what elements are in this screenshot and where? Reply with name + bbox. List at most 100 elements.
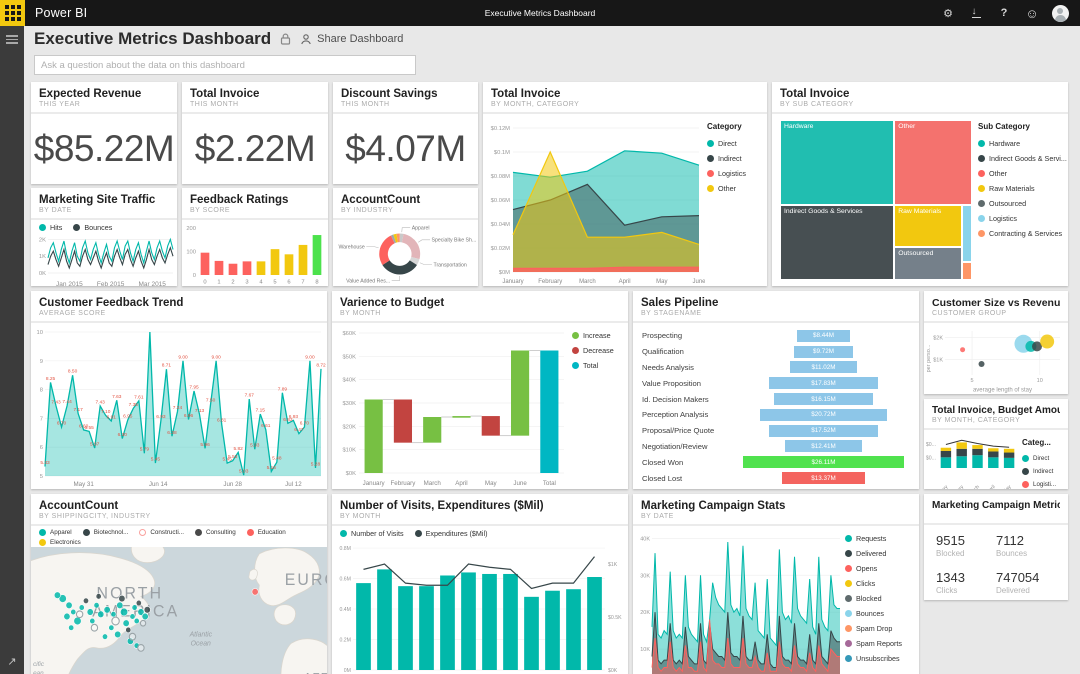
svg-text:6.93: 6.93 xyxy=(289,414,299,420)
metric-label: Delivered xyxy=(996,586,1030,595)
svg-text:April: April xyxy=(619,279,631,285)
card-title: Customer Feedback Trend xyxy=(39,297,184,309)
legend-item: Constructi... xyxy=(139,529,184,536)
Requests-legend-dot xyxy=(845,535,852,542)
svg-text:$30K: $30K xyxy=(342,401,356,407)
card-marketing-campaign-metrics[interactable]: Marketing Campaign Metrics 9515 Blocked 7… xyxy=(924,494,1068,600)
card-customer-size-scatter[interactable]: Customer Size vs Revenue CUSTOMER GROUP $… xyxy=(924,291,1068,394)
app-launcher-icon[interactable] xyxy=(0,0,25,26)
metric-blocked: 9515 Blocked xyxy=(936,533,996,558)
settings-gear-icon[interactable]: ⚙ xyxy=(943,7,953,20)
treemap-tile-small[interactable] xyxy=(962,204,972,263)
funnel-bar[interactable]: $16.15M xyxy=(773,393,874,406)
svg-text:May: May xyxy=(485,480,498,487)
card-title: Marketing Site Traffic xyxy=(39,194,156,206)
svg-text:9: 9 xyxy=(40,359,43,365)
tile-label: Raw Materials xyxy=(898,207,942,215)
card-invoice-budget-combo[interactable]: Total Invoice, Budget Amount BY MONTH, CA… xyxy=(924,399,1068,489)
treemap-tile-outsourced[interactable]: Outsourced xyxy=(894,247,963,280)
card-total-invoice-area[interactable]: Total Invoice BY MONTH, CATEGORY $0M $0.02… xyxy=(483,82,767,286)
legend-label: Logistics xyxy=(718,169,746,178)
legend-item: Requests xyxy=(845,534,917,543)
legend-label: Clicks xyxy=(856,579,876,588)
funnel-bar[interactable]: $13.37M xyxy=(782,472,865,485)
svg-text:3: 3 xyxy=(245,280,248,286)
menu-hamburger-icon[interactable] xyxy=(6,35,18,44)
card-expected-revenue[interactable]: Expected Revenue THIS YEAR $85.22M xyxy=(31,82,177,184)
x-tick-label: Feb 2015 xyxy=(96,281,125,286)
metric-label: Bounces xyxy=(996,549,1028,558)
user-avatar[interactable] xyxy=(1048,3,1072,23)
chart-canvas: 0K 1K 2K xyxy=(39,237,174,277)
legend-item: Delivered xyxy=(845,549,917,558)
funnel-bar-value: $9.72M xyxy=(812,348,834,356)
legend-wrap: Categ... Direct Indirect Logisti... xyxy=(1020,430,1068,489)
legend-item: Logisti... xyxy=(1022,481,1066,488)
legend-label: Indirect Goods & Servi... xyxy=(989,154,1067,163)
svg-text:0.4M: 0.4M xyxy=(339,607,351,613)
download-icon[interactable]: ↓ xyxy=(964,3,988,23)
svg-text:6.61: 6.61 xyxy=(261,423,271,429)
card-accountcount-donut[interactable]: AccountCount BY INDUSTRY Apparel Specialty… xyxy=(333,188,478,286)
feedback-smiley-icon[interactable]: ☺ xyxy=(1025,5,1039,21)
svg-text:ean: ean xyxy=(33,670,44,674)
svg-text:6.60: 6.60 xyxy=(79,423,89,429)
funnel-bar[interactable]: $8.44M xyxy=(797,329,850,342)
funnel-bar-value: $26.11M xyxy=(811,458,836,466)
svg-text:7.35: 7.35 xyxy=(129,402,139,408)
legend-item: Electronics xyxy=(39,539,81,546)
total-invoice-area-chart: $0M $0.02M $0.04M $0.06M $0.08M $0.1M $0.12M Ja… xyxy=(483,114,767,286)
accountcount-donut-chart: Apparel Specialty Bike Sh... Transportatio… xyxy=(333,220,478,286)
card-sales-pipeline[interactable]: Sales Pipeline BY STAGENAME Prospecting $8… xyxy=(633,291,919,489)
help-icon[interactable]: ? xyxy=(1000,7,1008,19)
Bounces-legend-dot xyxy=(845,610,852,617)
qna-search-input[interactable] xyxy=(34,55,416,75)
legend-label: Increase xyxy=(583,331,611,340)
funnel-bar[interactable]: $17.83M xyxy=(768,377,879,390)
card-total-invoice-treemap[interactable]: Total Invoice BY SUB CATEGORY Hardware Ind… xyxy=(772,82,1068,286)
treemap-tile-raw-materials[interactable]: Raw Materials xyxy=(894,204,963,248)
card-title: Feedback Ratings xyxy=(190,194,289,206)
svg-text:40K: 40K xyxy=(640,536,650,542)
treemap-tile-hardware[interactable]: Hardware xyxy=(780,120,895,205)
funnel-stage-label: Prospecting xyxy=(642,331,683,341)
card-total-invoice-kpi[interactable]: Total Invoice THIS MONTH $2.22M xyxy=(182,82,328,184)
expand-arrow-icon[interactable]: ↗ xyxy=(7,656,17,668)
card-title: Discount Savings xyxy=(341,88,438,100)
card-subtitle: BY DATE xyxy=(641,513,674,520)
card-visits-expenditures[interactable]: Number of Visits, Expenditures ($Mil) BY … xyxy=(332,494,628,674)
card-feedback-ratings[interactable]: Feedback Ratings BY SCORE 0 100 200 0 1 2 3 4 5 6 7… xyxy=(182,188,328,286)
funnel-bar[interactable]: $11.02M xyxy=(789,361,858,374)
chart-canvas: 56789105.338.257.436.707.448.507.176.606… xyxy=(37,330,326,488)
tile-label: Hardware xyxy=(784,123,814,130)
card-marketing-site-traffic[interactable]: Marketing Site Traffic BY DATE Hits Bounce… xyxy=(31,188,177,286)
card-discount-savings[interactable]: Discount Savings THIS MONTH $4.07M xyxy=(333,82,478,184)
legend-wrap: Requests Delivered Opens Clicks Blocked Bounc… xyxy=(843,526,919,674)
card-title: Total Invoice xyxy=(491,88,561,100)
share-dashboard-button[interactable]: Share Dashboard xyxy=(300,33,403,45)
card-marketing-campaign-stats[interactable]: Marketing Campaign Stats BY DATE 10K 20K 30… xyxy=(633,494,919,674)
funnel-bar[interactable]: $26.11M xyxy=(743,456,904,469)
svg-text:6.30: 6.30 xyxy=(118,432,128,438)
legend-item: Bounces xyxy=(845,609,917,618)
svg-text:$0.02M: $0.02M xyxy=(491,246,511,252)
funnel-bar[interactable]: $12.41M xyxy=(785,440,862,453)
svg-text:9.00: 9.00 xyxy=(178,354,188,360)
treemap-tile-indirect-goods-services[interactable]: Indirect Goods & Services xyxy=(780,204,895,280)
treemap-tile-small[interactable] xyxy=(962,262,972,280)
funnel-bar[interactable]: $17.52M xyxy=(769,424,878,437)
card-variance-to-budget[interactable]: Varience to Budget BY MONTH $0K $10K $20K $3… xyxy=(332,291,628,489)
legend-label: Education xyxy=(257,529,286,536)
svg-text:0.8M: 0.8M xyxy=(339,546,351,552)
legend-item: Logistics xyxy=(707,169,765,178)
chart-canvas: 0 100 200 0 1 2 3 4 5 6 7 8 xyxy=(186,226,322,286)
funnel-bar[interactable]: $9.72M xyxy=(793,345,854,358)
card-subtitle: BY SUB CATEGORY xyxy=(780,101,854,108)
card-customer-feedback-trend[interactable]: Customer Feedback Trend AVERAGE SCORE 5 6 7… xyxy=(31,291,327,489)
treemap-tile-other[interactable]: Other xyxy=(894,120,972,205)
svg-text:0: 0 xyxy=(193,273,196,279)
svg-text:7.67: 7.67 xyxy=(245,393,255,399)
card-accountcount-map[interactable]: AccountCount BY SHIPPINGCITY, INDUSTRY Ap… xyxy=(31,494,327,674)
funnel-bar[interactable]: $20.72M xyxy=(759,408,888,421)
legend-label: Decrease xyxy=(583,346,614,355)
